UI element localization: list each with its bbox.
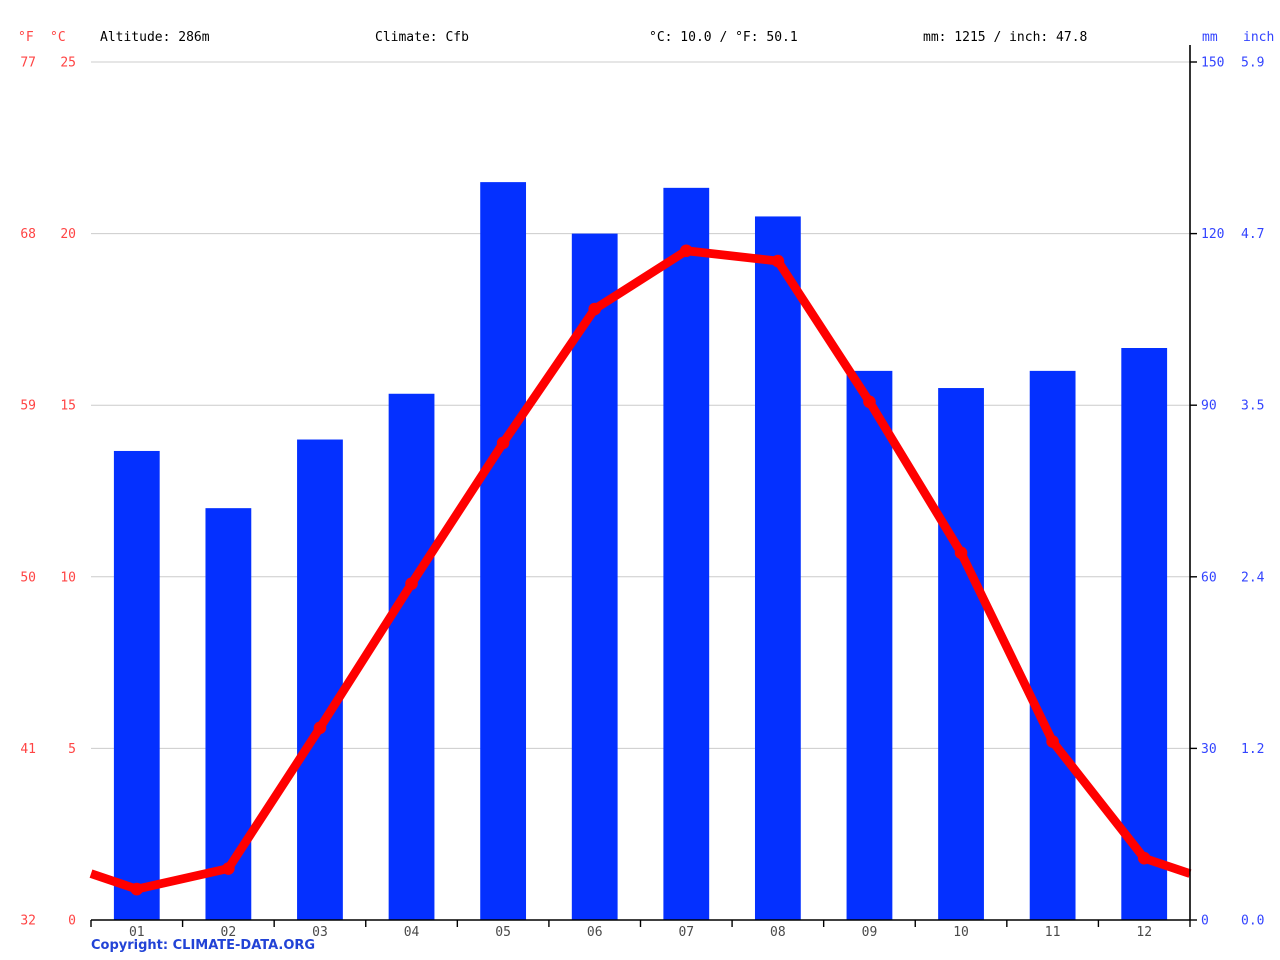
precip-bar-12	[1121, 348, 1168, 920]
celsius-tick-label: 0	[68, 914, 76, 929]
month-label-05: 05	[495, 925, 511, 940]
precip-bar-05	[480, 182, 527, 920]
precip-bar-07	[663, 187, 710, 921]
celsius-tick-label: 5	[68, 742, 76, 757]
celsius-tick-label: 15	[60, 399, 76, 414]
fahrenheit-tick-label: 68	[20, 227, 36, 242]
precip-bar-08	[754, 216, 801, 920]
month-label-11: 11	[1045, 925, 1061, 940]
temperature-point-10	[954, 546, 968, 560]
mm-tick-label: 120	[1201, 227, 1224, 242]
temperature-point-03	[313, 721, 327, 735]
inch-tick-label: 4.7	[1241, 227, 1264, 242]
inch-tick-label: 5.9	[1241, 56, 1264, 71]
inch-tick-label: 1.2	[1241, 742, 1264, 757]
month-label-01: 01	[129, 925, 145, 940]
month-label-03: 03	[312, 925, 328, 940]
temperature-point-04	[405, 577, 418, 590]
month-label-06: 06	[587, 925, 603, 940]
celsius-tick-label: 10	[60, 570, 76, 585]
climate-class-label: Climate: Cfb	[375, 30, 469, 45]
temperature-point-06	[588, 302, 602, 316]
month-label-09: 09	[862, 925, 878, 940]
celsius-axis-title: °C	[50, 30, 66, 45]
precip-bar-03	[297, 439, 343, 920]
temperature-point-01	[130, 882, 144, 896]
fahrenheit-tick-label: 50	[20, 570, 36, 585]
mm-tick-label: 0	[1201, 914, 1209, 929]
precip-bar-11	[1029, 370, 1076, 920]
precip-bar-09	[846, 370, 893, 920]
fahrenheit-axis-title: °F	[18, 30, 34, 45]
fahrenheit-tick-label: 32	[20, 914, 36, 929]
fahrenheit-tick-label: 41	[20, 742, 36, 757]
fahrenheit-tick-label: 77	[20, 56, 36, 71]
temperature-point-08	[771, 254, 785, 268]
temperature-point-12	[1137, 851, 1151, 865]
month-label-02: 02	[221, 925, 237, 940]
precipitation-summary: mm: 1215 / inch: 47.8	[923, 30, 1088, 45]
temperature-point-02	[222, 862, 235, 875]
month-label-12: 12	[1136, 925, 1152, 940]
mm-axis-title: mm	[1202, 30, 1218, 45]
mm-tick-label: 30	[1201, 742, 1217, 757]
temperature-point-11	[1046, 735, 1059, 748]
inch-tick-label: 2.4	[1241, 570, 1265, 585]
celsius-tick-label: 25	[60, 56, 76, 71]
month-label-08: 08	[770, 925, 786, 940]
mm-tick-label: 90	[1201, 399, 1217, 414]
temperature-line	[89, 246, 1192, 894]
month-label-04: 04	[404, 925, 420, 940]
temperature-point-05	[496, 436, 510, 450]
altitude-label: Altitude: 286m	[100, 30, 210, 45]
inch-tick-label: 0.0	[1241, 914, 1264, 929]
precip-bar-01	[113, 450, 160, 920]
month-label-10: 10	[953, 925, 969, 940]
precip-bar-06	[571, 233, 618, 921]
precip-bar-10	[938, 388, 984, 920]
copyright-link[interactable]: Copyright: CLIMATE-DATA.ORG	[91, 938, 316, 953]
inch-tick-label: 3.5	[1241, 399, 1264, 414]
month-label-07: 07	[678, 925, 694, 940]
precip-bar-04	[388, 393, 435, 920]
temperature-summary: °C: 10.0 / °F: 50.1	[649, 30, 798, 45]
temperature-point-09	[863, 395, 876, 409]
inch-axis-title: inch	[1243, 30, 1275, 45]
celsius-tick-label: 20	[60, 227, 76, 242]
mm-tick-label: 150	[1201, 56, 1224, 71]
precip-bar-02	[205, 508, 252, 920]
temperature-point-07	[679, 244, 693, 258]
fahrenheit-tick-label: 59	[20, 399, 36, 414]
mm-tick-label: 60	[1201, 570, 1217, 585]
